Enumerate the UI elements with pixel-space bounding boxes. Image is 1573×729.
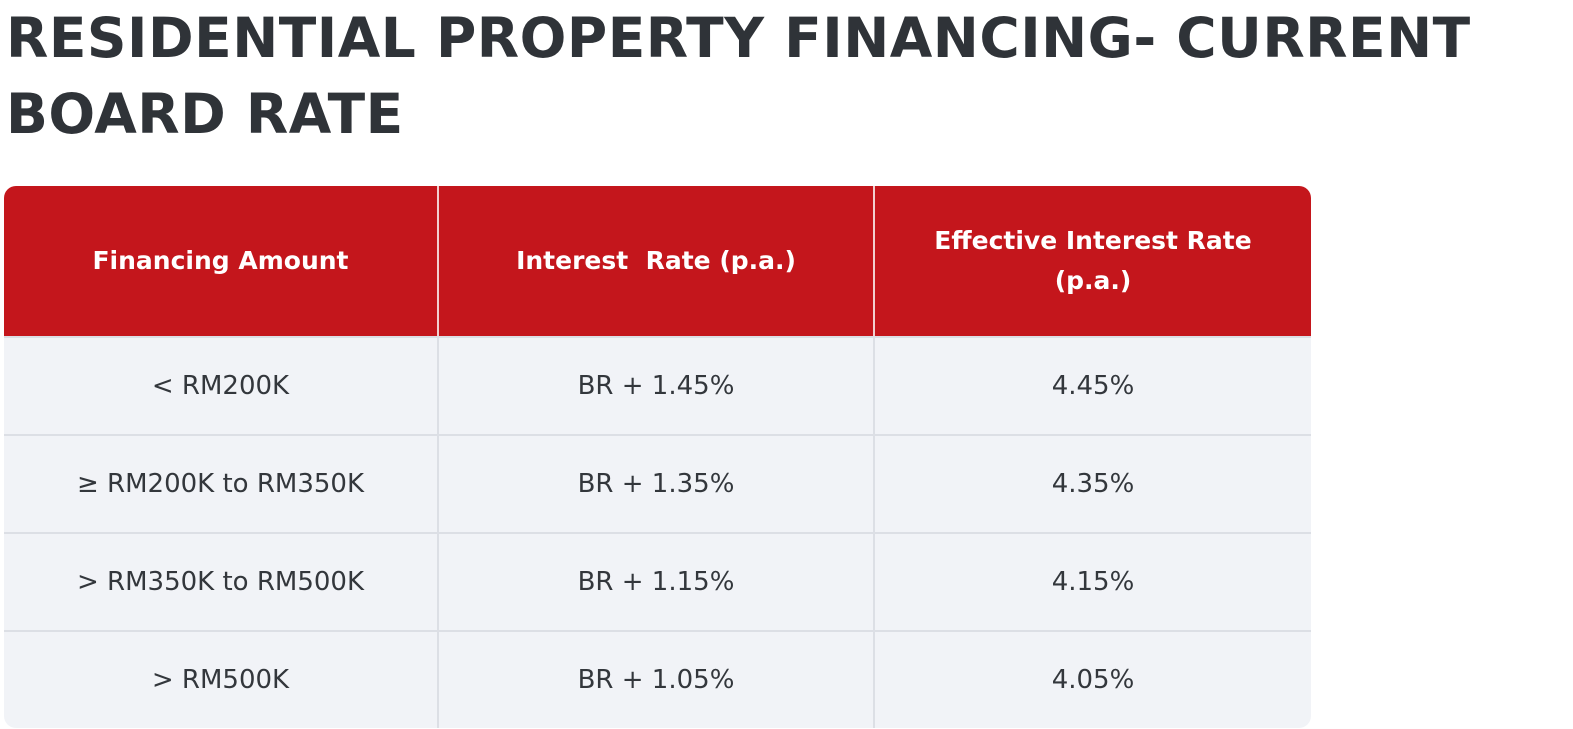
cell-effective-rate: 4.35% — [875, 434, 1311, 532]
cell-interest-rate: BR + 1.45% — [439, 336, 875, 434]
title-line-1: RESIDENTIAL PROPERTY FINANCING- CURRENT — [6, 6, 1471, 70]
table-row: > RM500K BR + 1.05% 4.05% — [4, 630, 1311, 728]
header-effective-interest-rate: Effective Interest Rate (p.a.) — [875, 186, 1311, 336]
table-row: ≥ RM200K to RM350K BR + 1.35% 4.35% — [4, 434, 1311, 532]
cell-effective-rate: 4.05% — [875, 630, 1311, 728]
cell-financing-amount: ≥ RM200K to RM350K — [4, 434, 439, 532]
header-interest-rate: Interest Rate (p.a.) — [439, 186, 875, 336]
table-row: < RM200K BR + 1.45% 4.45% — [4, 336, 1311, 434]
table-header-row: Financing Amount Interest Rate (p.a.) Ef… — [4, 186, 1311, 336]
header-financing-amount: Financing Amount — [4, 186, 439, 336]
table-row: > RM350K to RM500K BR + 1.15% 4.15% — [4, 532, 1311, 630]
page-title: RESIDENTIAL PROPERTY FINANCING- CURRENT B… — [6, 0, 1471, 152]
cell-interest-rate: BR + 1.15% — [439, 532, 875, 630]
title-line-2: BOARD RATE — [6, 82, 404, 146]
cell-effective-rate: 4.15% — [875, 532, 1311, 630]
cell-financing-amount: > RM500K — [4, 630, 439, 728]
cell-financing-amount: > RM350K to RM500K — [4, 532, 439, 630]
cell-interest-rate: BR + 1.35% — [439, 434, 875, 532]
rates-table: Financing Amount Interest Rate (p.a.) Ef… — [4, 186, 1311, 728]
cell-effective-rate: 4.45% — [875, 336, 1311, 434]
cell-interest-rate: BR + 1.05% — [439, 630, 875, 728]
cell-financing-amount: < RM200K — [4, 336, 439, 434]
